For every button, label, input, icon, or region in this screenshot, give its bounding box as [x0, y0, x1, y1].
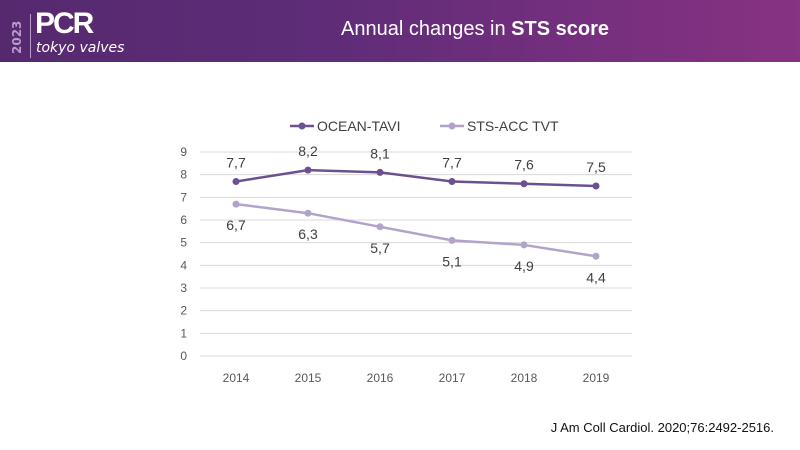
- legend-label: STS-ACC TVT: [467, 118, 559, 134]
- y-tick-label: 5: [180, 236, 187, 250]
- title-bold: STS score: [511, 18, 609, 40]
- logo-divider: [30, 14, 31, 58]
- data-point: [520, 180, 528, 188]
- data-label: 5,7: [370, 240, 390, 256]
- x-tick-label: 2019: [583, 371, 610, 385]
- data-point: [520, 241, 528, 249]
- x-tick-label: 2018: [511, 371, 538, 385]
- data-point: [592, 182, 600, 190]
- data-label: 8,2: [298, 143, 318, 159]
- series-line-ocean-tavi: [235, 168, 597, 188]
- data-label: 7,7: [226, 154, 246, 170]
- data-point: [592, 252, 600, 260]
- y-tick-label: 0: [180, 349, 187, 363]
- data-label: 4,4: [586, 269, 606, 285]
- legend-marker: [298, 122, 306, 130]
- x-tick-label: 2014: [223, 371, 250, 385]
- data-point: [448, 236, 456, 244]
- y-tick-label: 4: [180, 258, 187, 272]
- data-point: [304, 209, 312, 217]
- pcr-tokyo-valves-logo: 2023 PCR tokyo valves: [6, 5, 146, 58]
- data-label: 5,1: [442, 253, 462, 269]
- data-point: [376, 223, 384, 231]
- title-plain: Annual changes in: [341, 18, 512, 40]
- y-tick-label: 1: [180, 326, 187, 340]
- data-point: [232, 200, 240, 208]
- data-label: 4,9: [514, 258, 534, 274]
- data-point: [376, 168, 384, 176]
- y-tick-label: 8: [180, 168, 187, 182]
- data-label: 6,3: [298, 226, 318, 242]
- logo-subtitle: tokyo valves: [36, 40, 125, 56]
- data-label: 7,5: [586, 159, 606, 175]
- x-tick-label: 2017: [439, 371, 466, 385]
- y-tick-label: 6: [180, 213, 187, 227]
- logo-name: PCR: [35, 7, 94, 40]
- x-tick-label: 2015: [295, 371, 322, 385]
- data-point: [448, 177, 456, 185]
- slide-header: 2023 PCR tokyo valves Annual changes in …: [0, 0, 800, 62]
- citation: J Am Coll Cardiol. 2020;76:2492-2516.: [550, 420, 774, 435]
- series-line-sts-acc tvt: [235, 202, 597, 258]
- y-tick-label: 3: [180, 281, 187, 295]
- data-point: [304, 166, 312, 174]
- data-label: 6,7: [226, 217, 246, 233]
- y-tick-label: 7: [180, 190, 187, 204]
- data-label: 7,6: [514, 157, 534, 173]
- legend-label: OCEAN-TAVI: [317, 118, 401, 134]
- y-tick-label: 2: [180, 304, 187, 318]
- legend-marker: [448, 122, 456, 130]
- x-tick-label: 2016: [367, 371, 394, 385]
- data-point: [232, 177, 240, 185]
- y-tick-label: 9: [180, 145, 187, 159]
- slide-title: Annual changes in STS score: [0, 18, 800, 41]
- data-label: 8,1: [370, 145, 390, 161]
- data-label: 7,7: [442, 154, 462, 170]
